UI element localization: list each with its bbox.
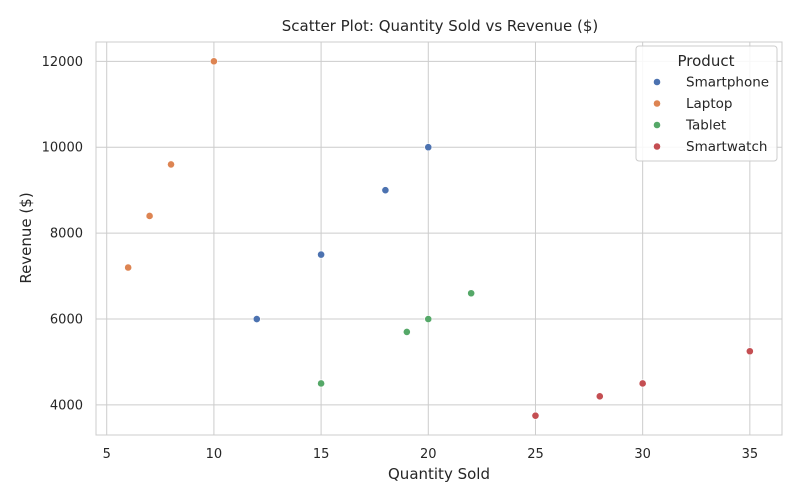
data-point: [531, 411, 540, 420]
legend-marker: [653, 78, 661, 86]
data-point: [638, 379, 647, 388]
x-tick-label: 25: [527, 447, 544, 462]
data-point: [424, 315, 433, 323]
legend: Product Smartphone Laptop Tablet Smartwatch: [635, 45, 778, 162]
data-point: [402, 328, 411, 336]
data-points: [124, 57, 754, 420]
data-point: [210, 57, 218, 66]
data-point: [252, 315, 261, 323]
x-tick-labels: 5 10 15 20 25 30 35: [103, 447, 759, 462]
data-point: [317, 250, 325, 259]
data-point: [467, 289, 476, 298]
data-point: [124, 263, 133, 272]
y-tick-label: 8000: [50, 227, 83, 242]
data-point: [317, 379, 325, 388]
legend-label: Smartphone: [686, 75, 769, 91]
legend-title: Product: [678, 52, 735, 70]
x-tick-label: 35: [742, 447, 759, 462]
y-tick-label: 6000: [50, 313, 83, 328]
data-point: [595, 392, 604, 401]
x-tick-label: 20: [420, 447, 437, 462]
y-tick-label: 12000: [42, 55, 83, 70]
y-axis-label: Revenue ($): [17, 192, 35, 283]
y-tick-label: 10000: [42, 141, 83, 156]
legend-label: Smartwatch: [686, 139, 767, 155]
data-point: [167, 160, 175, 169]
legend-marker: [653, 99, 661, 108]
legend-label: Tablet: [685, 118, 726, 134]
legend-box: [635, 45, 778, 162]
x-tick-label: 10: [206, 447, 223, 462]
chart-title: Scatter Plot: Quantity Sold vs Revenue (…: [282, 17, 599, 35]
data-point: [381, 186, 390, 195]
legend-marker: [653, 121, 661, 129]
data-point: [424, 143, 433, 152]
x-tick-label: 15: [313, 447, 330, 462]
data-point: [745, 347, 754, 356]
legend-label: Laptop: [686, 96, 733, 112]
x-tick-label: 5: [103, 447, 111, 462]
x-axis-label: Quantity Sold: [388, 465, 490, 483]
plot-area-border: [95, 41, 783, 436]
data-point: [145, 212, 154, 220]
x-tick-label: 30: [634, 447, 651, 462]
y-tick-labels: 4000 6000 8000 10000 12000: [42, 55, 83, 414]
legend-marker: [653, 142, 661, 151]
y-tick-label: 4000: [50, 398, 83, 413]
